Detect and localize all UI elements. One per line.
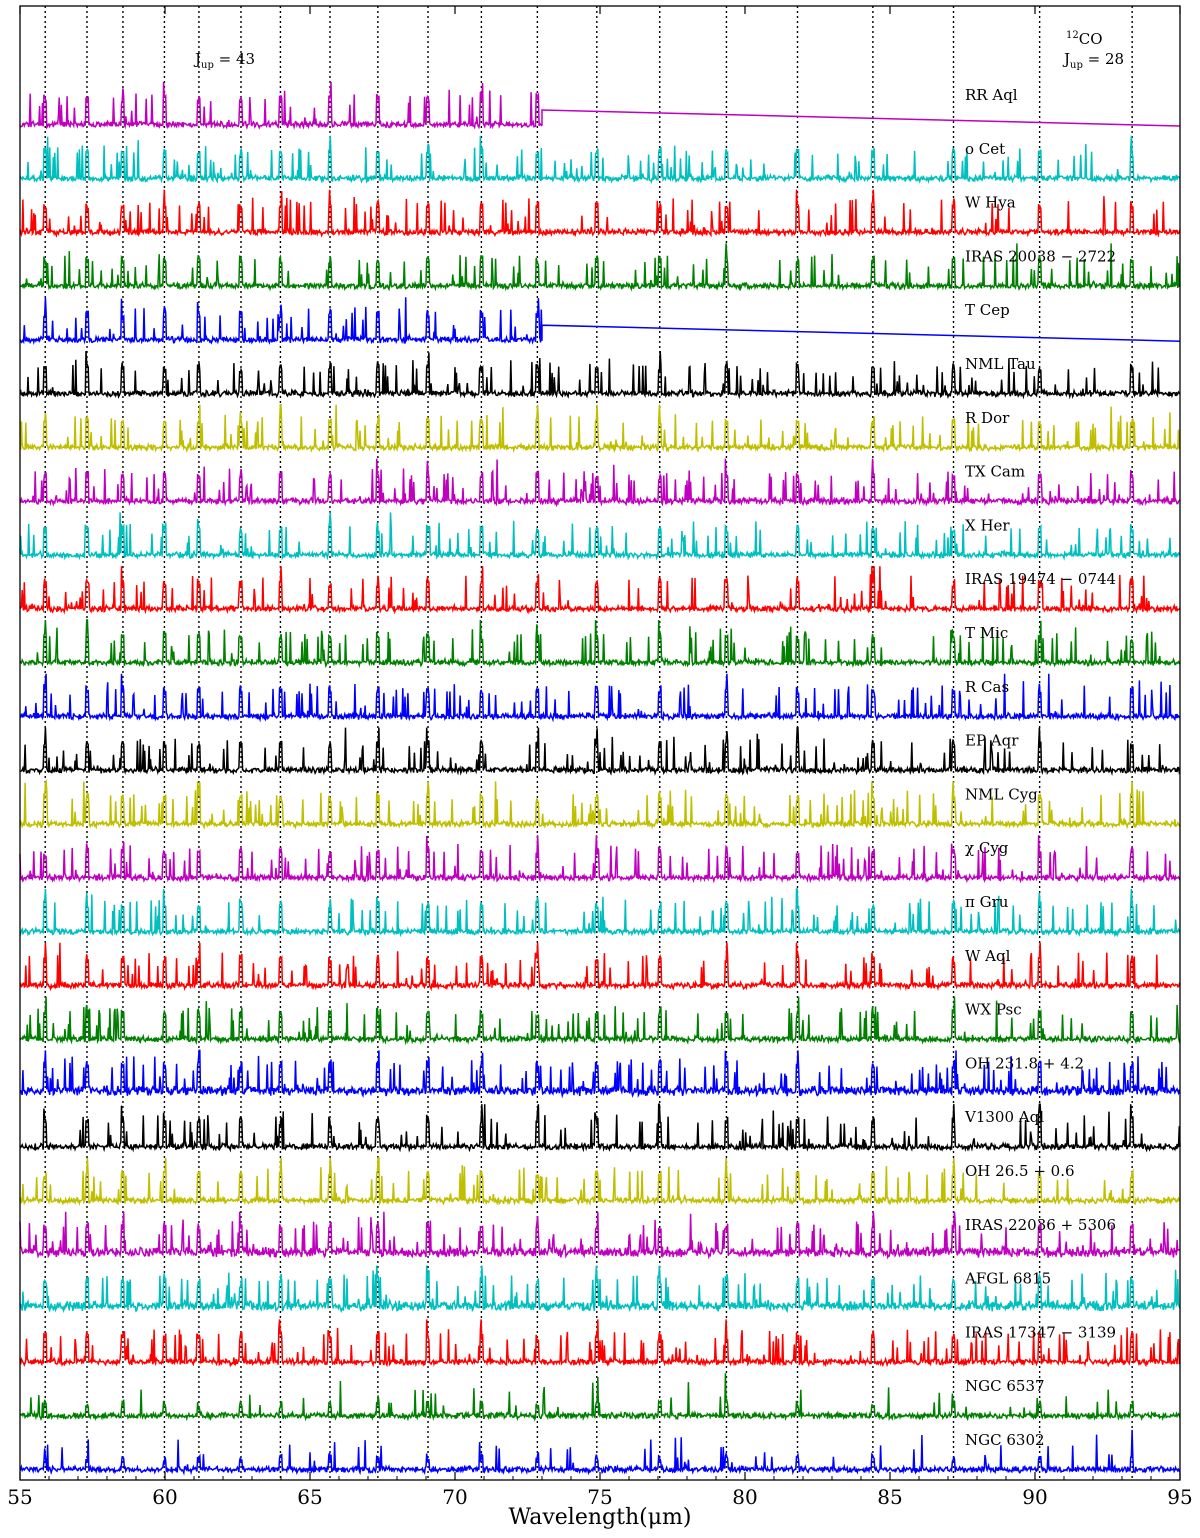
series-label-5: NML Tau [965, 355, 1036, 373]
x-axis-ticks: 55 60 65 70 75 80 85 90 95 [7, 6, 1193, 1509]
x-tick-label-70: 70 [442, 1485, 467, 1509]
series-13 [19, 778, 1181, 830]
series-label-2: W Hya [965, 194, 1016, 212]
series-4 [19, 297, 1181, 346]
series-label-0: RR Aql [965, 86, 1018, 104]
series-label-19: V1300 Aql [964, 1108, 1044, 1126]
annotation-right-co: 12CO [1066, 30, 1103, 48]
series-24 [19, 1373, 1181, 1422]
annotation-left: Jup = 43 [193, 50, 255, 71]
series-22 [19, 1265, 1181, 1314]
series-label-20: OH 26.5 + 0.6 [965, 1162, 1075, 1180]
series-label-8: X Her [965, 516, 1010, 534]
series-label-23: IRAS 17347 − 3139 [965, 1323, 1116, 1341]
series-8 [19, 512, 1181, 561]
series-label-13: NML Cyg [965, 785, 1038, 803]
series-label-11: R Cas [965, 678, 1009, 696]
x-tick-label-90: 90 [1022, 1485, 1047, 1509]
x-tick-label-55: 55 [7, 1485, 32, 1509]
x-tick-label-95: 95 [1167, 1485, 1192, 1509]
star-labels-group: RR Aql o Cet W Hya IRAS 20038 − 2722 T Cep NM… [964, 86, 1116, 1449]
series-label-7: TX Cam [965, 463, 1025, 481]
series-17 [19, 996, 1181, 1046]
series-5 [19, 350, 1181, 400]
series-11 [19, 673, 1181, 723]
series-20 [19, 1157, 1181, 1207]
series-16 [19, 942, 1181, 992]
series-label-21: IRAS 22036 + 5306 [965, 1216, 1116, 1234]
series-0 [19, 81, 1181, 131]
series-3 [19, 243, 1181, 292]
series-label-24: NGC 6537 [965, 1377, 1045, 1395]
series-6 [19, 404, 1181, 454]
series-15 [19, 888, 1181, 938]
series-label-1: o Cet [965, 140, 1005, 158]
series-label-12: EP Aqr [965, 732, 1019, 750]
series-label-15: π Gru [965, 893, 1009, 911]
x-tick-label-85: 85 [877, 1485, 902, 1509]
series-label-14: χ Cyg [965, 839, 1009, 857]
series-7 [19, 458, 1181, 508]
series-12 [19, 726, 1181, 777]
series-10 [19, 619, 1181, 669]
series-label-9: IRAS 19474 − 0744 [965, 570, 1116, 588]
series-group [19, 81, 1181, 1476]
series-25 [19, 1429, 1181, 1476]
x-axis-label: Wavelength(μm) [509, 1505, 692, 1530]
series-label-18: OH 231.8 + 4.2 [965, 1054, 1084, 1072]
x-tick-label-65: 65 [297, 1485, 322, 1509]
series-label-3: IRAS 20038 − 2722 [965, 247, 1116, 265]
series-label-22: AFGL 6815 [964, 1270, 1051, 1288]
annotation-right-jup: Jup = 28 [1062, 50, 1124, 71]
x-tick-label-75: 75 [587, 1485, 612, 1509]
x-tick-label-80: 80 [732, 1485, 757, 1509]
series-21 [19, 1211, 1181, 1260]
series-19 [19, 1103, 1181, 1153]
series-label-6: R Dor [965, 409, 1010, 427]
x-tick-label-60: 60 [152, 1485, 177, 1509]
series-label-25: NGC 6302 [965, 1431, 1045, 1449]
series-label-4: T Cep [965, 301, 1010, 319]
series-label-10: T Mic [965, 624, 1008, 642]
series-18 [19, 1049, 1181, 1099]
series-1 [19, 135, 1181, 184]
series-2 [19, 189, 1181, 238]
series-9 [19, 566, 1181, 615]
series-14 [19, 835, 1181, 884]
series-label-16: W Aql [965, 947, 1011, 965]
series-label-17: WX Psc [965, 1001, 1022, 1019]
series-23 [19, 1319, 1181, 1368]
